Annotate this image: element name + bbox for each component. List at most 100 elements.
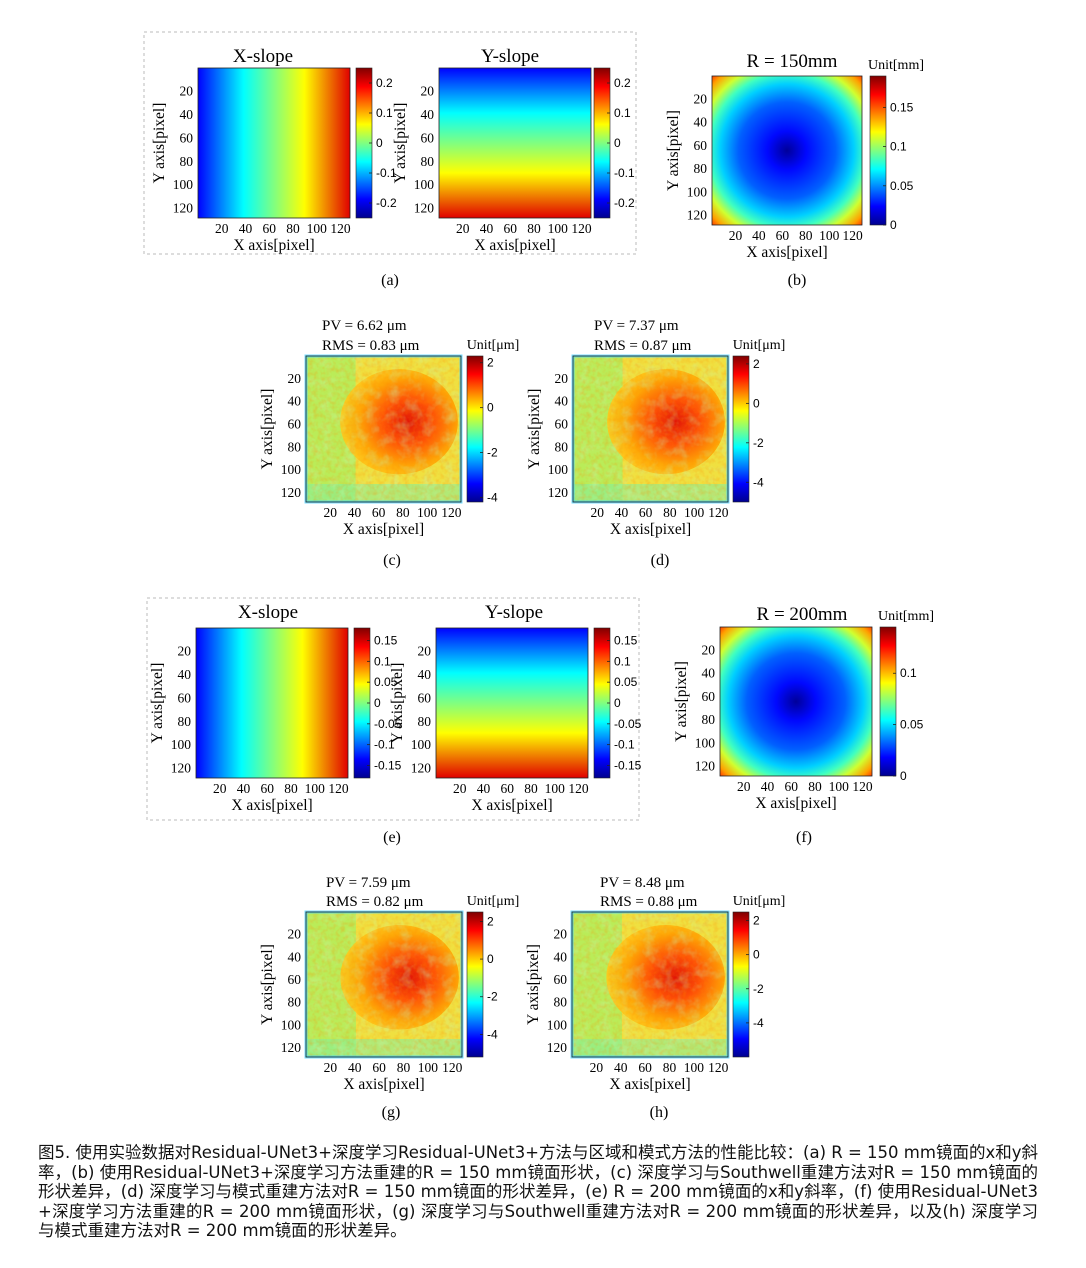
colorbar-tick-label: -2	[487, 990, 498, 1004]
colorbar	[467, 356, 483, 502]
y-tick-label: 40	[288, 949, 302, 964]
panel-label-b: (b)	[788, 272, 807, 289]
y-axis-label: Y axis[pixel]	[392, 103, 409, 184]
panel-title: X-slope	[233, 46, 293, 67]
y-tick-label: 120	[695, 759, 716, 774]
colorbar-tick-label: 0.1	[614, 654, 631, 668]
colorbar-frame	[879, 626, 897, 777]
colorbar	[733, 912, 749, 1057]
y-tick-label: 40	[418, 667, 432, 682]
y-tick-label: 100	[695, 735, 716, 750]
x-tick-label: 60	[372, 1060, 386, 1075]
colorbar-tick-label: 0.2	[614, 76, 631, 90]
panel-title: R = 150mm	[747, 51, 838, 72]
colorbar-frame	[732, 355, 750, 503]
colorbar-tick-label: 2	[487, 356, 494, 370]
x-tick-label: 40	[480, 221, 494, 236]
colorbar	[870, 76, 886, 225]
x-tick-label: 40	[348, 505, 362, 520]
y-tick-label: 20	[694, 91, 708, 106]
y-tick-label: 120	[171, 761, 192, 776]
x-tick-label: 80	[397, 1060, 411, 1075]
y-tick-label: 20	[555, 371, 569, 386]
colorbar-frame	[466, 911, 484, 1058]
colorbar-unit: Unit[mm]	[878, 609, 934, 624]
x-tick-label: 20	[453, 781, 467, 796]
x-tick-label: 40	[239, 221, 253, 236]
x-tick-label: 80	[527, 221, 541, 236]
heatmap-e-y	[436, 628, 588, 778]
y-tick-label: 120	[547, 1040, 568, 1055]
map-frame	[305, 355, 462, 503]
y-tick-label: 80	[554, 995, 568, 1010]
colorbar	[356, 68, 372, 218]
x-tick-label: 20	[215, 221, 229, 236]
y-axis-label: Y axis[pixel]	[389, 663, 406, 744]
heatmap-texture-fine	[306, 356, 461, 502]
colorbar	[354, 628, 370, 778]
pv-value: PV = 7.37 μm	[594, 318, 679, 334]
rms-value: RMS = 0.88 μm	[600, 894, 698, 910]
y-tick-label: 100	[548, 462, 569, 477]
y-tick-label: 20	[702, 642, 716, 657]
x-tick-label: 80	[663, 505, 677, 520]
map-frame	[197, 67, 351, 219]
panel-label-f: (f)	[796, 829, 812, 846]
x-axis-label: X axis[pixel]	[343, 521, 424, 538]
heatmap-a-y	[439, 68, 591, 218]
panel-label-d: (d)	[651, 552, 670, 569]
x-tick-label: 40	[615, 505, 629, 520]
x-tick-label: 40	[752, 228, 766, 243]
colorbar-tick-label: 0	[487, 952, 494, 966]
colorbar-tick-label: 0.05	[614, 675, 638, 689]
x-tick-label: 60	[504, 221, 518, 236]
colorbar-tick-label: -0.15	[614, 759, 642, 773]
x-tick-label: 100	[548, 221, 569, 236]
map-frame	[435, 627, 589, 779]
y-tick-label: 120	[411, 761, 432, 776]
x-tick-label: 60	[261, 781, 275, 796]
colorbar-tick-label: 0.1	[890, 140, 907, 154]
x-tick-label: 40	[237, 781, 251, 796]
x-tick-label: 100	[829, 779, 850, 794]
colorbar-tick-label: 0	[900, 769, 907, 783]
y-tick-label: 40	[555, 394, 569, 409]
colorbar-tick-label: 0.2	[376, 76, 393, 90]
colorbar-tick-label: 0	[614, 136, 621, 150]
map-frame	[438, 67, 592, 219]
y-tick-label: 100	[171, 737, 192, 752]
x-axis-label: X axis[pixel]	[233, 237, 314, 254]
colorbar-tick-label: -2	[753, 982, 764, 996]
panel-label-g: (g)	[382, 1104, 401, 1121]
map-frame	[572, 355, 729, 503]
colorbar-tick-label: 0.05	[374, 675, 398, 689]
x-tick-label: 20	[590, 1060, 604, 1075]
y-tick-label: 80	[180, 154, 194, 169]
rms-value: RMS = 0.87 μm	[594, 338, 692, 354]
colorbar	[467, 912, 483, 1057]
heatmap-texture-fine	[306, 912, 462, 1057]
x-tick-label: 80	[284, 781, 298, 796]
x-axis-label: X axis[pixel]	[343, 1076, 424, 1093]
y-tick-label: 80	[288, 995, 302, 1010]
x-tick-label: 20	[590, 505, 604, 520]
x-tick-label: 60	[372, 505, 386, 520]
y-tick-label: 80	[288, 439, 302, 454]
x-tick-label: 120	[568, 781, 589, 796]
y-tick-label: 20	[554, 927, 568, 942]
rms-value: RMS = 0.82 μm	[326, 894, 424, 910]
x-tick-label: 40	[614, 1060, 628, 1075]
colorbar-tick-label: -0.2	[614, 196, 635, 210]
colorbar-frame	[466, 355, 484, 503]
colorbar-tick-label: -4	[753, 475, 764, 489]
slope-frame-e	[146, 597, 640, 821]
colorbar-tick-label: -0.1	[614, 166, 635, 180]
panel-label-h: (h)	[650, 1104, 669, 1121]
y-tick-label: 60	[178, 690, 192, 705]
colorbar-tick-label: 0	[753, 396, 760, 410]
